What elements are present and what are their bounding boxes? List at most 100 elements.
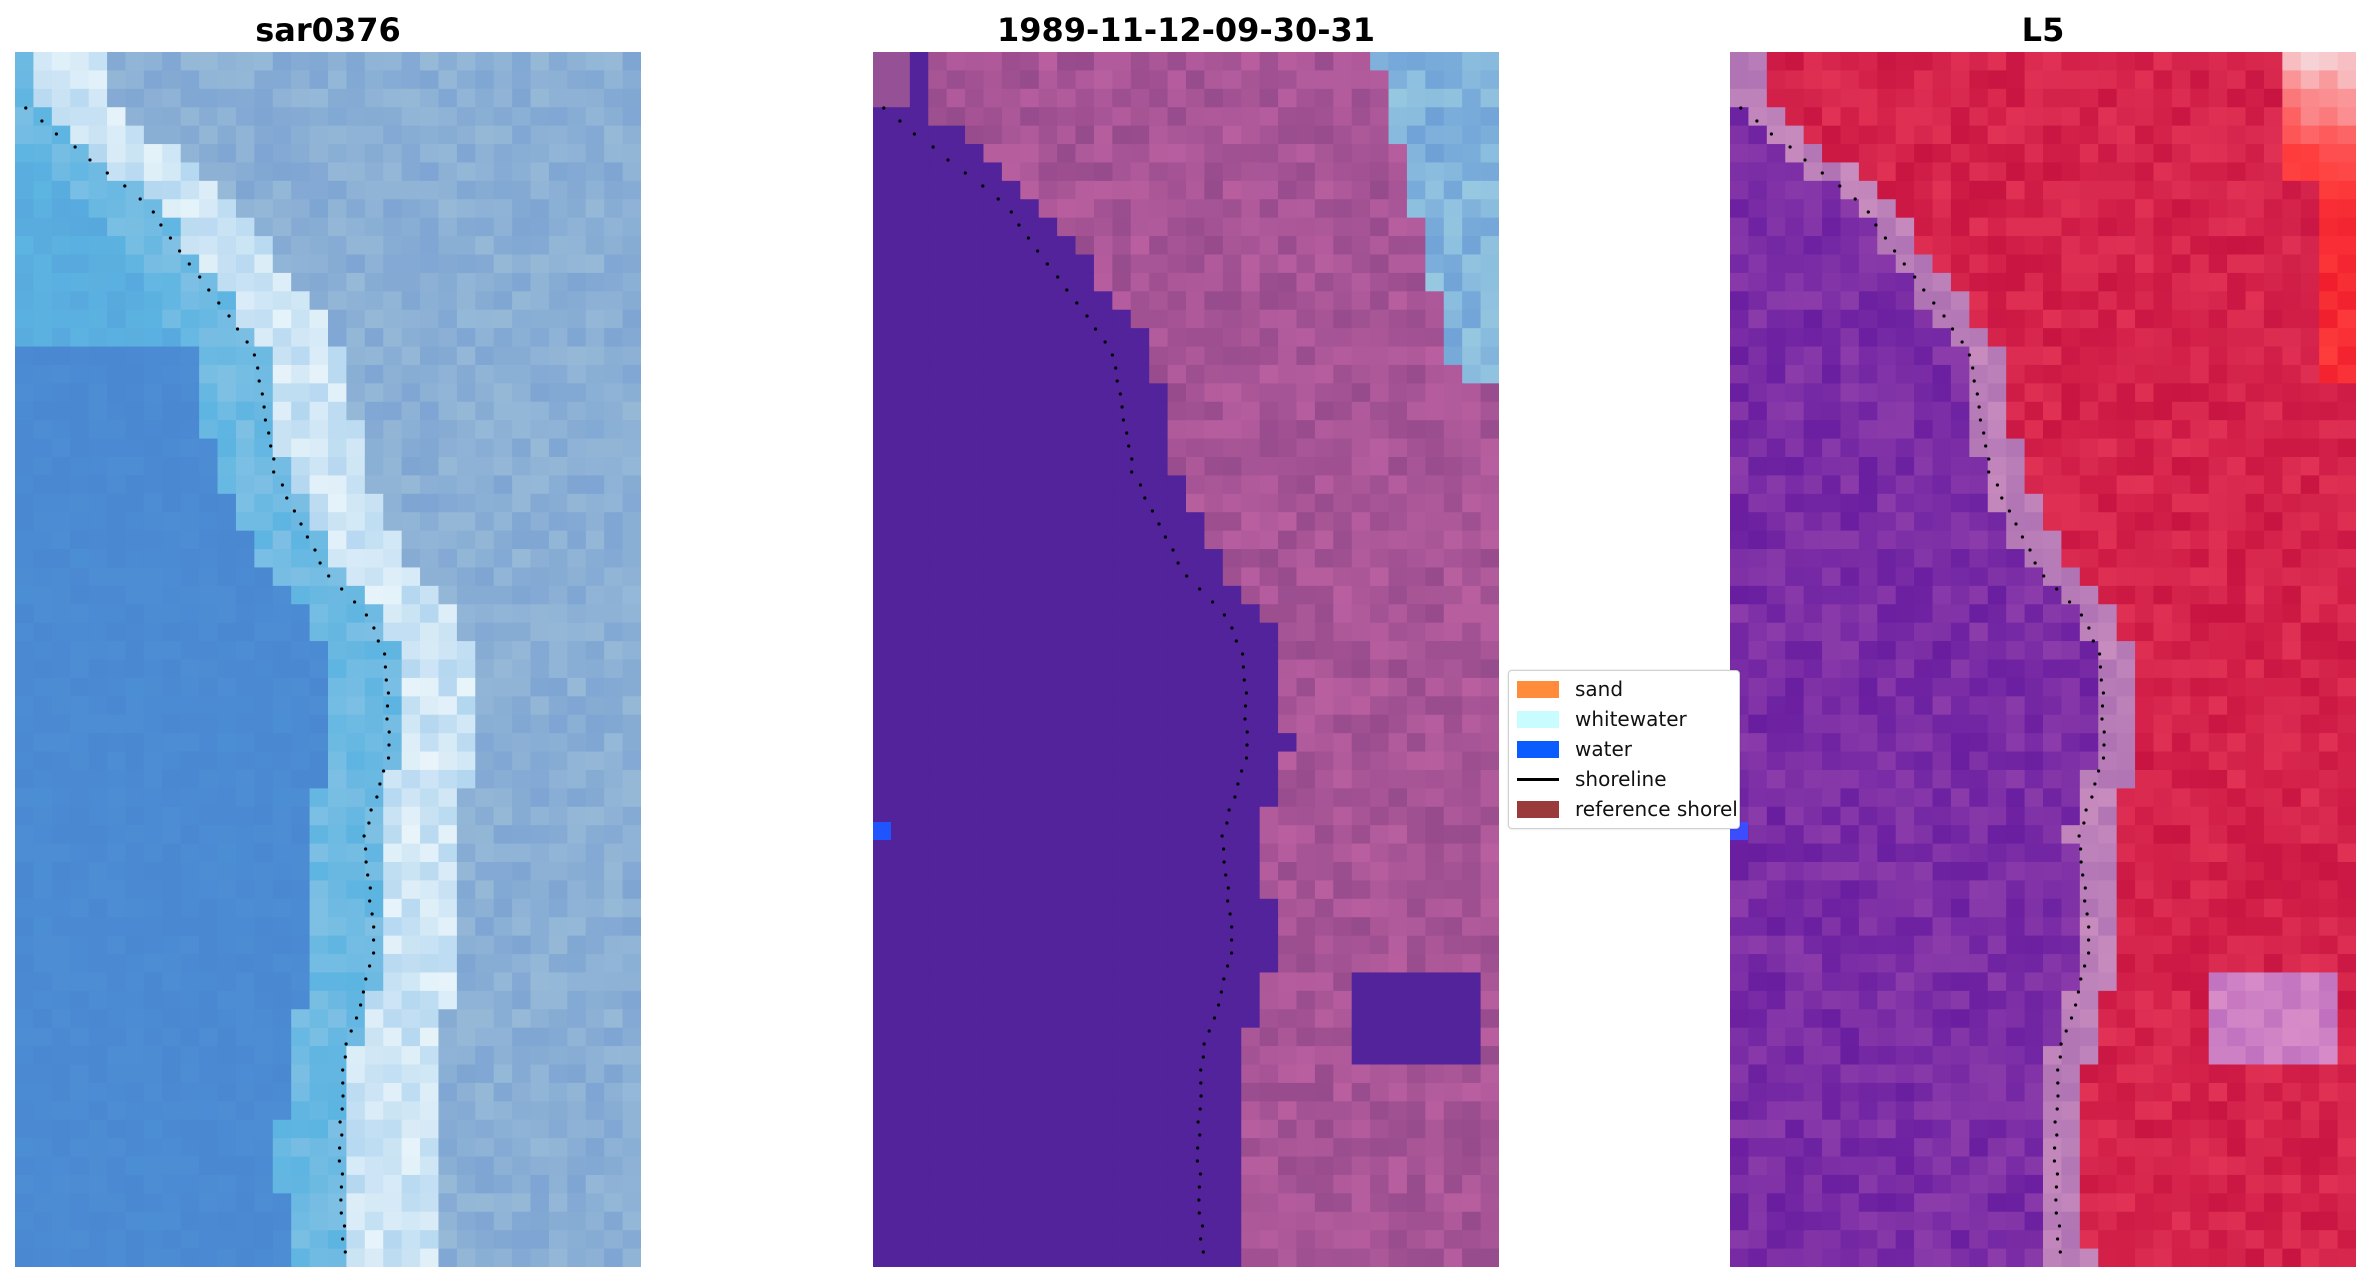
shoreline-point	[341, 1237, 345, 1241]
panel-title-2: 1989-11-12-09-30-31	[996, 11, 1376, 49]
shoreline-point	[252, 353, 256, 357]
shoreline-point	[1026, 236, 1030, 240]
shoreline-point	[386, 691, 390, 695]
shoreline-point	[1085, 314, 1089, 318]
shoreline-point	[1199, 1237, 1203, 1241]
shoreline-point	[387, 743, 391, 747]
shoreline-point	[1171, 548, 1175, 552]
shoreline-point	[2091, 639, 2095, 643]
shoreline-point	[1739, 106, 1743, 110]
shoreline-point	[24, 106, 28, 110]
shoreline-point	[1240, 769, 1244, 773]
shoreline-point	[1245, 743, 1249, 747]
shoreline-point	[340, 1133, 344, 1137]
shoreline-point	[1226, 886, 1230, 890]
shoreline-point	[1975, 392, 1979, 396]
shoreline-point	[367, 821, 371, 825]
shoreline-point	[1243, 704, 1248, 708]
shoreline-point	[378, 782, 382, 786]
shoreline-point	[235, 327, 240, 331]
shoreline-point	[2087, 925, 2091, 929]
shoreline-point	[2081, 873, 2085, 877]
shoreline-point	[1196, 1120, 1200, 1124]
shoreline-point	[1017, 223, 1021, 227]
shoreline-point	[1130, 470, 1134, 474]
legend-label-water: water	[1575, 737, 1632, 761]
legend-line-shoreline	[1517, 777, 1559, 781]
shoreline-point	[105, 171, 109, 175]
shoreline-point	[343, 1055, 347, 1059]
shoreline-point	[73, 145, 77, 149]
shoreline-point	[1196, 1146, 1200, 1150]
shoreline-point	[1942, 314, 1946, 318]
shoreline-point	[366, 873, 370, 877]
shoreline-point	[1163, 535, 1167, 539]
shoreline-point	[1245, 730, 1249, 734]
shoreline-point	[88, 158, 92, 162]
shoreline-point	[267, 431, 271, 435]
shoreline-point	[1222, 613, 1226, 617]
shoreline-point	[2054, 1198, 2058, 1202]
shoreline-point	[361, 990, 365, 994]
shoreline-point	[313, 548, 317, 552]
shoreline-point	[1143, 496, 1147, 500]
shoreline-point	[2085, 912, 2089, 916]
shoreline-point	[372, 925, 376, 929]
legend-item-whitewater: whitewater	[1517, 705, 1687, 733]
shoreline-point	[1853, 197, 1857, 201]
shoreline-point	[369, 808, 373, 812]
shoreline-point	[2064, 1029, 2068, 1033]
shoreline-point	[1967, 353, 1971, 357]
shoreline-point	[1769, 132, 1773, 136]
shoreline-point	[1120, 405, 1124, 409]
shoreline-point	[1874, 223, 1878, 227]
shoreline-point	[1121, 418, 1125, 422]
shoreline-point	[340, 587, 344, 591]
rgb-shoreline	[24, 106, 391, 1254]
legend-swatch-whitewater	[1517, 710, 1559, 728]
shoreline-point	[2058, 1055, 2062, 1059]
shoreline-point	[364, 613, 368, 617]
shoreline-point	[362, 834, 366, 838]
shoreline-point	[1950, 327, 1955, 331]
shoreline-point	[882, 106, 886, 110]
shoreline-point	[54, 132, 59, 136]
shoreline-point	[383, 665, 387, 669]
shoreline-point	[2033, 561, 2037, 565]
shoreline-point	[1224, 873, 1228, 877]
shoreline-point	[1115, 379, 1119, 383]
shoreline-point	[1230, 951, 1234, 955]
shoreline-point	[1978, 418, 1982, 422]
shoreline-point	[981, 184, 985, 188]
shoreline-point	[257, 379, 261, 383]
shoreline-point	[349, 1029, 353, 1033]
shoreline-point	[1176, 561, 1180, 565]
shoreline-point	[2099, 678, 2103, 682]
shoreline-point	[963, 171, 967, 175]
idx-shoreline	[1739, 106, 2106, 1254]
shoreline-point	[2058, 1250, 2062, 1254]
shoreline-point	[40, 119, 44, 123]
shoreline-point	[2055, 587, 2059, 591]
idx-pixels	[1730, 52, 2356, 1267]
shoreline-point	[260, 392, 264, 396]
shoreline-point	[996, 197, 1000, 201]
shoreline-point	[123, 184, 127, 188]
shoreline-point	[1227, 808, 1231, 812]
shoreline-point	[368, 964, 372, 968]
shoreline-point	[375, 795, 379, 799]
shoreline-point	[285, 496, 289, 500]
shoreline-point	[1241, 665, 1245, 669]
shoreline-point	[1198, 1107, 1202, 1111]
shoreline-point	[2079, 613, 2083, 617]
shoreline-point	[1972, 379, 1976, 383]
shoreline-point	[1243, 717, 1247, 721]
shoreline-point	[1883, 236, 1887, 240]
shoreline-point	[1198, 1133, 1202, 1137]
shoreline-point	[2082, 821, 2086, 825]
shoreline-point	[1150, 509, 1154, 513]
shoreline-point	[1200, 1224, 1205, 1228]
shoreline-point	[256, 366, 260, 370]
shoreline-point	[376, 639, 380, 643]
shoreline-point	[2100, 704, 2105, 708]
